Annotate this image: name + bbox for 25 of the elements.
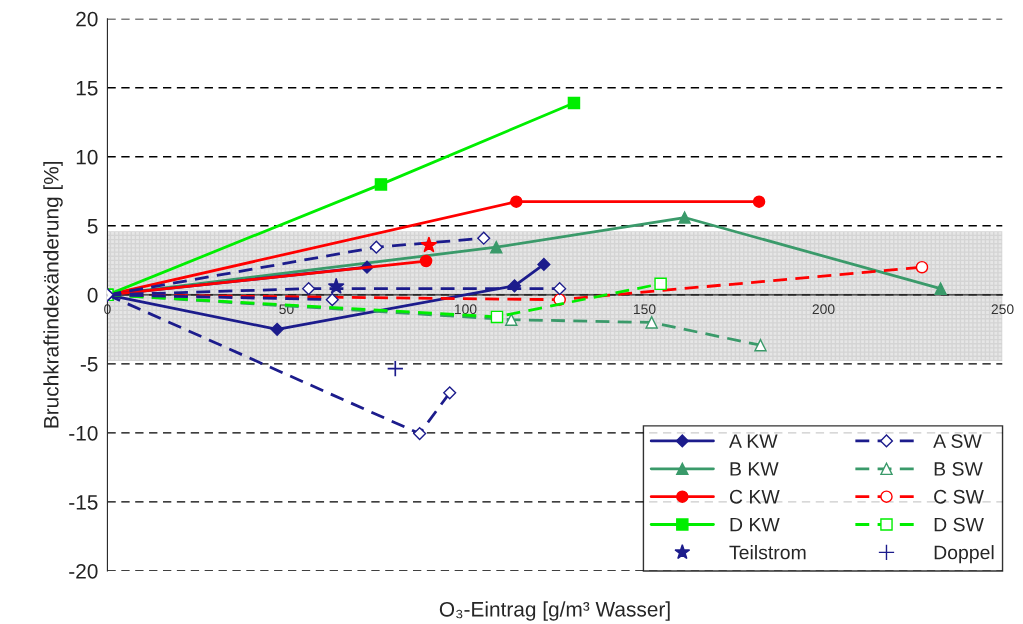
x-tick-label: 150 [633, 304, 656, 315]
y-tick-label: 10 [76, 149, 98, 165]
legend-label: Doppel [934, 545, 994, 564]
legend-label: B SW [934, 462, 983, 476]
y-tick-label: 15 [76, 80, 98, 96]
legend-label: D SW [934, 517, 984, 532]
y-axis-title: Bruchkraftindexänderung [%] [43, 161, 63, 428]
x-axis-title: O₃-Eintrag [g/m³ Wasser] [439, 601, 670, 621]
y-tick-label: 5 [87, 219, 98, 234]
y-tick-label: -20 [69, 563, 98, 579]
x-tick-label: 250 [991, 304, 1014, 315]
y-tick-label: -10 [69, 425, 98, 441]
y-tick-label: -5 [80, 357, 98, 372]
legend-label: B KW [730, 462, 779, 476]
legend-label: D KW [730, 517, 780, 532]
x-tick-label: 200 [812, 304, 835, 315]
x-tick-label: 100 [454, 304, 477, 315]
y-tick-label: 20 [76, 11, 98, 27]
legend-label: C KW [729, 489, 780, 504]
legend-label: C SW [934, 489, 984, 504]
legend-label: A KW [729, 434, 778, 448]
legend-label: A SW [933, 434, 982, 448]
y-tick-label: 0 [87, 287, 98, 303]
legend-label: Teilstrom [729, 545, 806, 560]
y-tick-label: -15 [69, 495, 98, 510]
